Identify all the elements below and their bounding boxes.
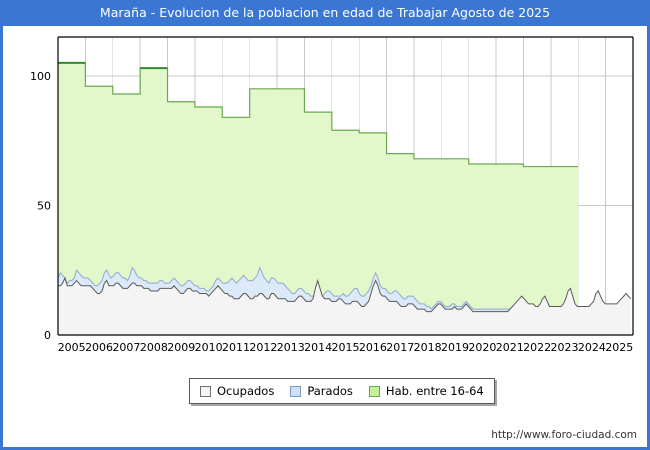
page-title: Maraña - Evolucion de la poblacion en ed… xyxy=(99,5,551,20)
source-url[interactable]: http://www.foro-ciudad.com xyxy=(491,429,637,441)
chart-legend: Ocupados Parados Hab. entre 16-64 xyxy=(189,378,495,404)
svg-text:2022: 2022 xyxy=(523,341,551,354)
legend-label-parados: Parados xyxy=(307,384,353,398)
chart-plot-container: FORO-CIUDAD.COM0501002005200620072008200… xyxy=(3,26,647,447)
svg-text:2017: 2017 xyxy=(386,341,414,354)
svg-text:2025: 2025 xyxy=(605,341,633,354)
legend-item-hab-16-64[interactable]: Hab. entre 16-64 xyxy=(368,384,484,398)
svg-text:2015: 2015 xyxy=(332,341,360,354)
svg-text:2006: 2006 xyxy=(85,341,113,354)
svg-text:2010: 2010 xyxy=(195,341,223,354)
legend-label-hab-16-64: Hab. entre 16-64 xyxy=(385,384,484,398)
population-evolution-chart: FORO-CIUDAD.COM0501002005200620072008200… xyxy=(30,36,634,354)
svg-text:2013: 2013 xyxy=(277,341,305,354)
svg-text:2020: 2020 xyxy=(468,341,496,354)
legend-label-ocupados: Ocupados xyxy=(217,384,275,398)
svg-text:2008: 2008 xyxy=(140,341,168,354)
window-title-bar: Maraña - Evolucion de la poblacion en ed… xyxy=(0,0,650,26)
svg-text:2018: 2018 xyxy=(414,341,442,354)
svg-text:2023: 2023 xyxy=(551,341,579,354)
svg-text:2011: 2011 xyxy=(222,341,250,354)
legend-swatch-parados xyxy=(290,385,302,397)
svg-text:100: 100 xyxy=(30,70,51,83)
svg-text:50: 50 xyxy=(37,199,51,212)
legend-item-parados[interactable]: Parados xyxy=(290,384,353,398)
legend-item-ocupados[interactable]: Ocupados xyxy=(200,384,274,398)
legend-swatch-ocupados xyxy=(200,385,211,397)
svg-text:2016: 2016 xyxy=(359,341,387,354)
svg-text:2012: 2012 xyxy=(249,341,277,354)
svg-text:2007: 2007 xyxy=(112,341,140,354)
svg-text:0: 0 xyxy=(44,329,51,342)
svg-text:2014: 2014 xyxy=(304,341,332,354)
svg-text:2019: 2019 xyxy=(441,341,469,354)
svg-text:2021: 2021 xyxy=(496,341,524,354)
svg-text:2024: 2024 xyxy=(578,341,606,354)
legend-swatch-hab-16-64 xyxy=(368,385,380,397)
svg-text:2005: 2005 xyxy=(58,341,86,354)
svg-text:2009: 2009 xyxy=(167,341,195,354)
